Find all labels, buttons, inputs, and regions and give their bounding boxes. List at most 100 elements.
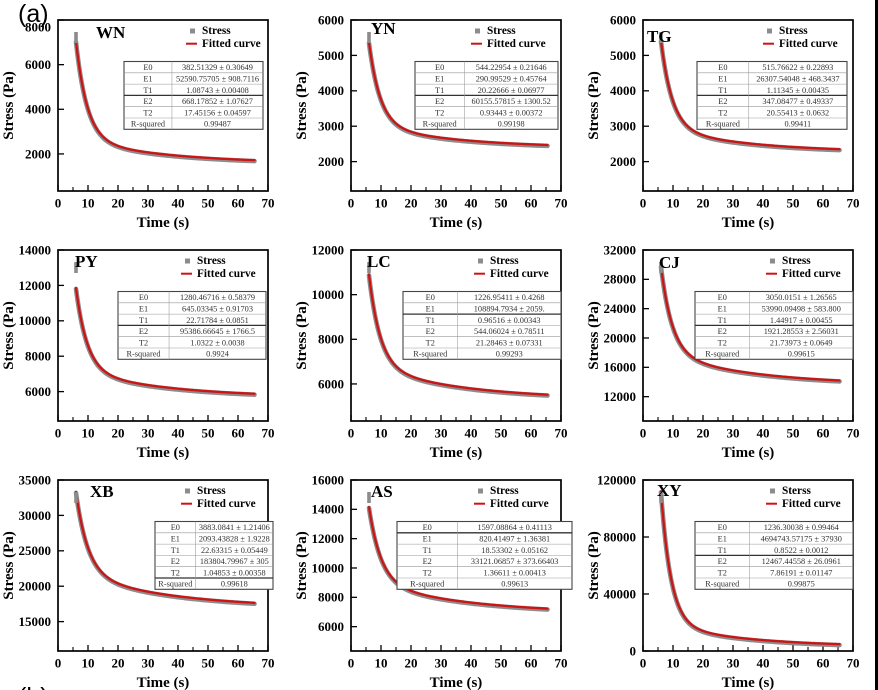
- svg-text:20: 20: [697, 656, 710, 671]
- svg-text:0.99615: 0.99615: [788, 350, 815, 359]
- svg-text:18.53302 ± 0.05162: 18.53302 ± 0.05162: [481, 546, 548, 555]
- svg-text:60: 60: [817, 656, 830, 671]
- svg-text:10: 10: [667, 426, 680, 441]
- svg-text:30: 30: [142, 656, 155, 671]
- svg-text:7.86191 ± 0.01147: 7.86191 ± 0.01147: [770, 568, 832, 577]
- svg-text:6000: 6000: [318, 12, 344, 27]
- svg-text:50: 50: [202, 426, 215, 441]
- svg-text:30: 30: [142, 196, 155, 211]
- svg-text:60: 60: [232, 426, 245, 441]
- svg-text:25000: 25000: [19, 543, 52, 558]
- svg-text:Time (s): Time (s): [722, 445, 775, 460]
- svg-text:10: 10: [375, 426, 388, 441]
- svg-text:Sterss: Sterss: [782, 485, 811, 497]
- svg-text:T1: T1: [435, 86, 444, 95]
- svg-text:30: 30: [142, 426, 155, 441]
- svg-text:Time (s): Time (s): [722, 215, 775, 230]
- svg-text:R-squared: R-squared: [706, 120, 741, 129]
- svg-text:Stress (Pa): Stress (Pa): [586, 531, 602, 599]
- svg-text:2000: 2000: [318, 154, 344, 169]
- svg-text:Stress: Stress: [779, 25, 808, 37]
- svg-text:12000: 12000: [312, 242, 345, 257]
- svg-text:290.99529 ± 0.45764: 290.99529 ± 0.45764: [476, 74, 548, 83]
- svg-text:R-squared: R-squared: [126, 350, 161, 359]
- svg-text:40: 40: [465, 426, 478, 441]
- svg-text:20: 20: [697, 426, 710, 441]
- svg-text:R-squared: R-squared: [423, 120, 458, 129]
- svg-text:2000: 2000: [610, 154, 636, 169]
- svg-text:0: 0: [640, 656, 647, 671]
- svg-text:1.0322 ± 0.0038: 1.0322 ± 0.0038: [190, 338, 244, 347]
- svg-text:Fitted curve: Fitted curve: [197, 268, 256, 280]
- svg-text:Time (s): Time (s): [722, 675, 775, 690]
- svg-text:E1: E1: [718, 74, 727, 83]
- svg-text:50: 50: [202, 656, 215, 671]
- svg-text:8000: 8000: [25, 19, 51, 34]
- svg-text:0: 0: [640, 426, 647, 441]
- svg-text:40: 40: [757, 196, 770, 211]
- svg-text:WN: WN: [96, 23, 126, 42]
- svg-text:2093.43828 ± 1.9228: 2093.43828 ± 1.9228: [199, 534, 270, 543]
- svg-text:E2: E2: [435, 97, 444, 106]
- svg-text:T2: T2: [171, 568, 180, 577]
- svg-text:E1: E1: [143, 74, 152, 83]
- svg-text:8000: 8000: [318, 332, 344, 347]
- svg-text:30: 30: [727, 196, 740, 211]
- svg-text:70: 70: [262, 656, 275, 671]
- svg-text:E2: E2: [423, 557, 432, 566]
- svg-text:6000: 6000: [25, 384, 51, 399]
- svg-text:20: 20: [405, 196, 418, 211]
- svg-text:1921.28553 ± 2.56031: 1921.28553 ± 2.56031: [764, 327, 839, 336]
- svg-text:T1: T1: [426, 316, 435, 325]
- svg-text:70: 70: [555, 196, 568, 211]
- svg-text:Stress (Pa): Stress (Pa): [586, 301, 602, 369]
- svg-text:60: 60: [232, 196, 245, 211]
- svg-text:544.22954 ± 0.21646: 544.22954 ± 0.21646: [476, 63, 547, 72]
- svg-text:E2: E2: [718, 327, 727, 336]
- svg-text:60: 60: [817, 196, 830, 211]
- svg-text:515.76622 ± 0.22893: 515.76622 ± 0.22893: [762, 63, 833, 72]
- svg-text:Stress: Stress: [197, 255, 226, 267]
- svg-text:10: 10: [82, 426, 95, 441]
- svg-text:4000: 4000: [610, 83, 636, 98]
- svg-text:5000: 5000: [610, 48, 636, 63]
- svg-text:50: 50: [495, 196, 508, 211]
- svg-text:Fitted curve: Fitted curve: [782, 268, 841, 280]
- svg-text:10000: 10000: [312, 560, 345, 575]
- svg-text:183804.79967 ± 305: 183804.79967 ± 305: [200, 557, 269, 566]
- svg-text:30: 30: [727, 656, 740, 671]
- svg-text:28000: 28000: [604, 272, 637, 287]
- svg-text:Stress (Pa): Stress (Pa): [1, 301, 17, 369]
- svg-text:R-squared: R-squared: [131, 120, 166, 129]
- svg-text:0.99293: 0.99293: [496, 350, 523, 359]
- svg-text:E1: E1: [423, 534, 432, 543]
- svg-text:30: 30: [727, 426, 740, 441]
- svg-text:1226.95411 ± 0.4268: 1226.95411 ± 0.4268: [474, 293, 545, 302]
- svg-text:LC: LC: [367, 252, 391, 271]
- svg-text:50: 50: [787, 426, 800, 441]
- svg-text:TG: TG: [647, 27, 672, 46]
- svg-text:10: 10: [667, 656, 680, 671]
- svg-text:Stress (Pa): Stress (Pa): [1, 531, 17, 599]
- svg-text:0: 0: [55, 656, 62, 671]
- svg-text:1.04853 ± 0.00358: 1.04853 ± 0.00358: [203, 568, 266, 577]
- svg-text:22.63315 ± 0.05449: 22.63315 ± 0.05449: [201, 546, 268, 555]
- svg-text:60: 60: [525, 426, 538, 441]
- svg-text:0.96516 ± 0.00343: 0.96516 ± 0.00343: [478, 316, 541, 325]
- svg-text:8000: 8000: [25, 349, 51, 364]
- svg-text:16000: 16000: [604, 360, 637, 375]
- svg-text:Time (s): Time (s): [430, 215, 483, 230]
- svg-text:20.22666 ± 0.06977: 20.22666 ± 0.06977: [478, 86, 545, 95]
- svg-text:70: 70: [262, 426, 275, 441]
- svg-text:T1: T1: [718, 316, 727, 325]
- svg-text:40: 40: [757, 656, 770, 671]
- svg-text:E1: E1: [435, 74, 444, 83]
- svg-text:70: 70: [847, 656, 860, 671]
- svg-text:Stress: Stress: [202, 25, 231, 37]
- svg-text:10000: 10000: [19, 313, 52, 328]
- svg-text:20000: 20000: [19, 579, 52, 594]
- svg-text:70: 70: [555, 426, 568, 441]
- svg-text:50: 50: [787, 196, 800, 211]
- svg-text:0.99875: 0.99875: [788, 580, 815, 589]
- svg-text:T2: T2: [718, 568, 727, 577]
